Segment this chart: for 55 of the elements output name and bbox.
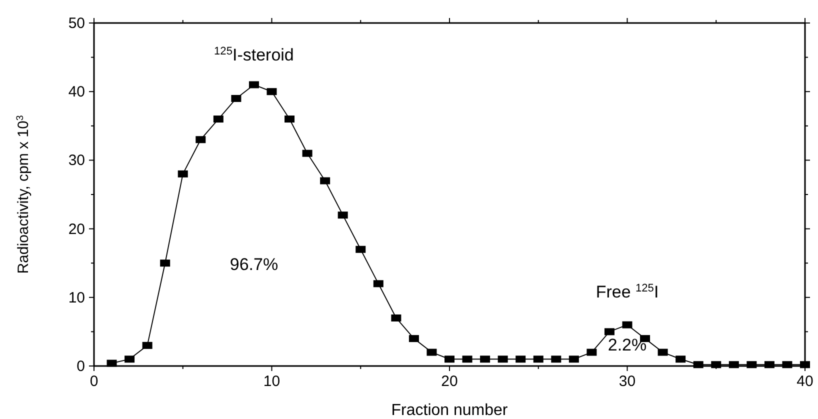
annotation: Free $^{125}$I — [596, 282, 659, 302]
point — [711, 361, 722, 368]
annotation: 2.2% — [608, 336, 647, 355]
x-axis-title: Fraction number — [391, 402, 508, 419]
point — [248, 81, 259, 88]
y-tick-label: 50 — [68, 15, 85, 32]
point — [408, 335, 419, 342]
y-tick-label: 0 — [76, 358, 85, 375]
point — [160, 260, 170, 267]
point — [693, 361, 704, 368]
point — [231, 94, 242, 102]
point — [124, 356, 135, 363]
point — [568, 356, 579, 363]
point — [622, 321, 632, 328]
point — [533, 356, 544, 363]
point — [302, 150, 312, 157]
y-tick-label: 20 — [68, 220, 85, 238]
point — [178, 170, 188, 178]
x-tick-label: 20 — [441, 373, 458, 390]
point — [320, 177, 330, 184]
y-tick-label: 10 — [68, 289, 85, 306]
point — [658, 348, 668, 356]
point — [338, 212, 348, 219]
point — [746, 361, 757, 368]
point — [426, 348, 437, 356]
point — [213, 116, 224, 123]
point — [676, 356, 686, 363]
point — [498, 356, 508, 363]
point — [586, 348, 597, 356]
point — [373, 280, 384, 288]
point — [356, 246, 366, 253]
point — [106, 360, 117, 367]
y-tick-label: 30 — [68, 152, 85, 170]
point — [551, 356, 562, 363]
point — [462, 356, 472, 363]
x-tick-label: 40 — [796, 373, 814, 390]
point — [516, 356, 526, 363]
point — [604, 328, 614, 336]
y-tick-label: 40 — [68, 84, 85, 101]
point — [284, 116, 295, 123]
point — [391, 314, 402, 322]
point — [196, 136, 206, 144]
point — [444, 356, 454, 363]
point — [782, 361, 792, 368]
annotation: 96.7% — [230, 254, 278, 274]
x-tick-label: 0 — [90, 373, 98, 390]
point — [800, 361, 810, 368]
x-tick-label: 30 — [618, 373, 636, 390]
annotation: $^{125}$I-steroid — [214, 46, 294, 65]
point — [142, 342, 152, 349]
point — [728, 361, 739, 368]
x-tick-label: 10 — [263, 373, 280, 390]
point — [266, 88, 277, 96]
point — [480, 356, 490, 363]
point — [764, 361, 774, 368]
